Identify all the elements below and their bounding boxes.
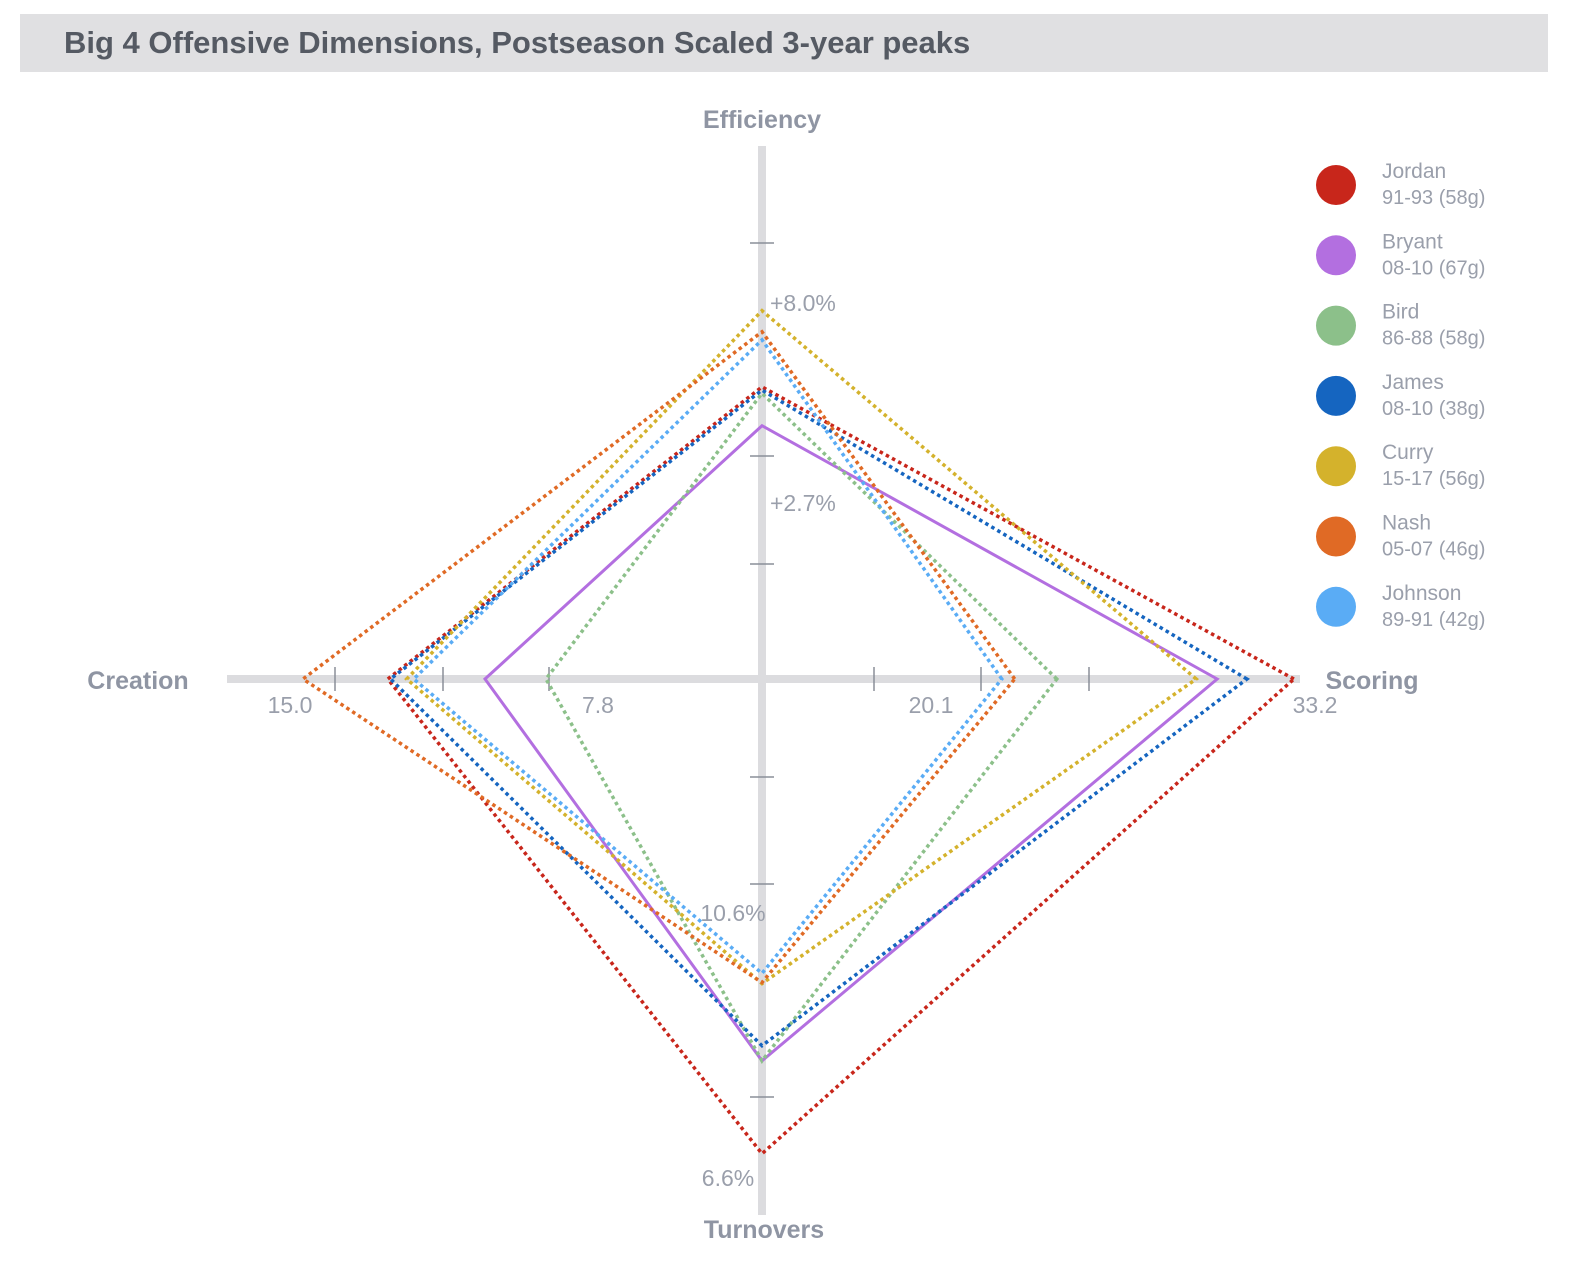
legend-item-curry[interactable]: Curry 15-17 (56g): [1316, 441, 1485, 490]
tick-label-efficiency-0: +8.0%: [770, 290, 836, 316]
series-nash-shape: [299, 329, 1017, 985]
legend-period: 86-88 (58g): [1382, 328, 1485, 350]
axis-label-creation: Creation: [87, 667, 188, 695]
legend-name: James: [1382, 371, 1444, 394]
legend-swatch: [1316, 305, 1356, 346]
legend-item-nash[interactable]: Nash 05-07 (46g): [1316, 512, 1485, 561]
tick-label-scoring-1: 33.2: [1293, 692, 1338, 718]
series-curry-shape: [404, 308, 1200, 986]
series-bryant-shape: [482, 423, 1220, 1063]
axis-label-scoring: Scoring: [1325, 667, 1418, 695]
legend-name: Jordan: [1382, 160, 1446, 183]
tick-label-creation-0: 7.8: [582, 692, 614, 718]
legend-item-johnson[interactable]: Johnson 89-91 (42g): [1316, 582, 1485, 631]
legend-item-bird[interactable]: Bird 86-88 (58g): [1316, 301, 1485, 350]
chart-title: Big 4 Offensive Dimensions, Postseason S…: [64, 25, 971, 60]
legend-period: 08-10 (67g): [1382, 257, 1485, 279]
legend-item-james[interactable]: James 08-10 (38g): [1316, 371, 1485, 420]
legend-name: Johnson: [1382, 582, 1461, 605]
legend-period: 05-07 (46g): [1382, 539, 1485, 561]
tick-label-creation-1: 15.0: [268, 692, 313, 718]
series-james-shape: [387, 387, 1251, 1049]
legend-swatch: [1316, 235, 1356, 276]
legend-period: 91-93 (58g): [1382, 187, 1485, 209]
series-johnson-shape: [411, 337, 1004, 976]
legend-period: 89-91 (42g): [1382, 609, 1485, 631]
tick-label-turnovers-1: 6.6%: [702, 1165, 754, 1191]
legend-name: Bryant: [1382, 230, 1443, 253]
legend-name: Curry: [1382, 441, 1434, 464]
legend-item-bryant[interactable]: Bryant 08-10 (67g): [1316, 230, 1485, 279]
legend-item-jordan[interactable]: Jordan 91-93 (58g): [1316, 160, 1485, 209]
title-bar: Big 4 Offensive Dimensions, Postseason S…: [20, 14, 1548, 72]
legend-period: 08-10 (38g): [1382, 398, 1485, 420]
legend-period: 15-17 (56g): [1382, 468, 1485, 490]
axis-label-efficiency: Efficiency: [703, 106, 821, 134]
legend-swatch: [1316, 586, 1356, 627]
axis-label-turnovers: Turnovers: [704, 1216, 824, 1244]
legend-name: Nash: [1382, 512, 1431, 535]
legend-name: Bird: [1382, 301, 1419, 324]
legend-swatch: [1316, 375, 1356, 416]
tick-label-efficiency-1: +2.7%: [770, 490, 836, 516]
legend-swatch: [1316, 516, 1356, 557]
legend-swatch: [1316, 165, 1356, 205]
legend-swatch: [1316, 446, 1356, 487]
tick-label-turnovers-0: 10.6%: [700, 900, 765, 926]
tick-label-scoring-0: 20.1: [909, 692, 954, 718]
series-bird-shape: [543, 390, 1060, 1064]
